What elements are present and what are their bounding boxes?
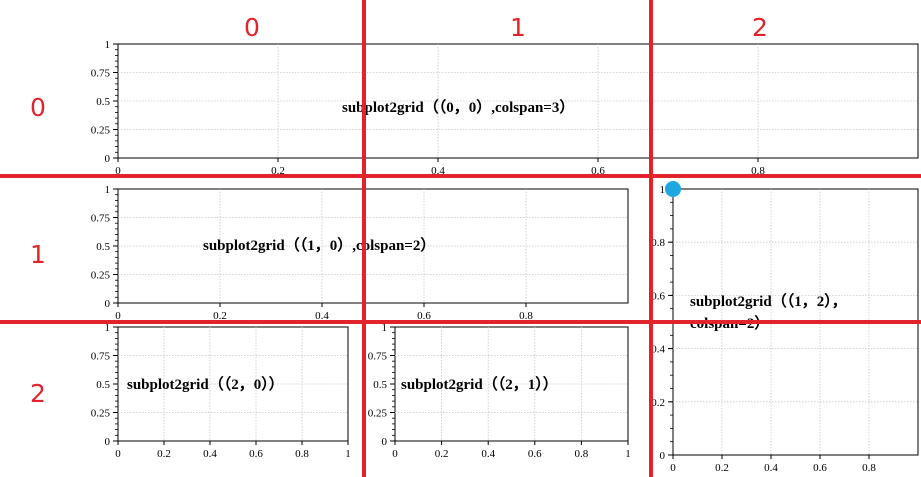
x-tick-label: 0.8 [862,462,876,474]
y-tick-label: 0 [660,450,666,462]
x-tick-label: 1 [345,448,351,460]
y-tick-label: 0.75 [91,351,111,363]
y-tick-label: 1 [105,322,111,334]
x-tick-label: 0.6 [813,462,827,474]
subplot-annotation: subplot2grid（（2，0）） [127,375,284,393]
y-tick-label: 0.5 [96,241,110,253]
y-tick-label: 0.25 [91,125,111,137]
y-tick-label: 1 [105,39,111,51]
y-tick-label: 0.75 [368,351,388,363]
y-tick-label: 0.5 [96,379,110,391]
origin-marker-dot [665,181,681,197]
x-tick-label: 1 [625,448,631,460]
x-tick-label: 0.6 [417,310,431,322]
column-label: 0 [244,13,260,42]
y-tick-label: 0.4 [651,344,665,356]
x-tick-label: 0.4 [481,448,495,460]
x-tick-label: 0.2 [213,310,227,322]
x-tick-label: 0 [115,448,121,460]
x-tick-label: 0.8 [519,310,533,322]
x-tick-label: 0.2 [157,448,171,460]
y-tick-label: 0 [105,153,111,165]
subplot-annotation: subplot2grid（（1，0）,colspan=2） [203,236,435,254]
subplot-ax4: 0 0.25 0.5 0.75 1 0 0.2 0.4 0.6 0.8 1 subplot2grid（… [368,322,631,460]
x-tick-label: 0 [115,310,121,322]
x-tick-label: 0 [392,448,398,460]
column-label: 1 [510,13,526,42]
x-tick-label: 0 [670,462,676,474]
x-tick-label: 0.4 [203,448,217,460]
x-tick-label: 0.4 [764,462,778,474]
x-tick-label: 0.8 [575,448,589,460]
subplot-ax1: 0 0.25 0.5 0.75 1 0 0.2 0.4 0.6 0.8 subplot2grid（（… [91,184,629,322]
subplot-annotation: subplot2grid（（1，2），colspan=2） [690,292,847,332]
y-tick-label: 0.25 [91,270,111,282]
y-tick-label: 0 [382,436,388,448]
row-label: 1 [30,240,46,269]
y-tick-label: 1 [382,322,388,334]
column-label: 2 [752,13,768,42]
y-tick-label: 0 [105,298,111,310]
x-tick-label: 0.6 [528,448,542,460]
y-tick-label: 1 [105,184,111,196]
x-tick-label: 0.2 [435,448,449,460]
x-tick-label: 0.4 [315,310,329,322]
y-tick-label: 0.2 [651,397,665,409]
x-tick-label: 0 [115,165,121,177]
y-tick-label: 0.25 [91,408,111,420]
annotation-line: subplot2grid（（1，2）， [690,292,847,310]
y-tick-label: 0.75 [91,68,111,80]
row-label: 2 [30,379,46,408]
x-tick-label: 0.6 [249,448,263,460]
y-tick-label: 0 [105,436,111,448]
subplot-annotation: subplot2grid（（0，0）,colspan=3） [342,98,574,116]
subplot-annotation: subplot2grid（（2，1）） [401,375,558,393]
row-label: 0 [30,93,46,122]
y-tick-label: 0.6 [651,290,665,302]
y-tick-label: 0.5 [96,96,110,108]
subplot-ax3: 0 0.25 0.5 0.75 1 0 0.2 0.4 0.6 0.8 1 subplot2grid（… [91,322,351,460]
y-tick-label: 0.25 [368,408,388,420]
x-tick-label: 0.2 [715,462,729,474]
y-tick-label: 0.5 [373,379,387,391]
x-tick-label: 0.8 [295,448,309,460]
y-tick-label: 0.8 [651,237,665,249]
subplot-ax2: 0 0.2 0.4 0.6 0.8 1 0 0.2 0.4 0.6 0.8 subplot2grid（… [651,184,919,474]
y-tick-label: 1 [660,184,666,196]
axes-frame [394,326,629,442]
y-tick-label: 0.75 [91,213,111,225]
